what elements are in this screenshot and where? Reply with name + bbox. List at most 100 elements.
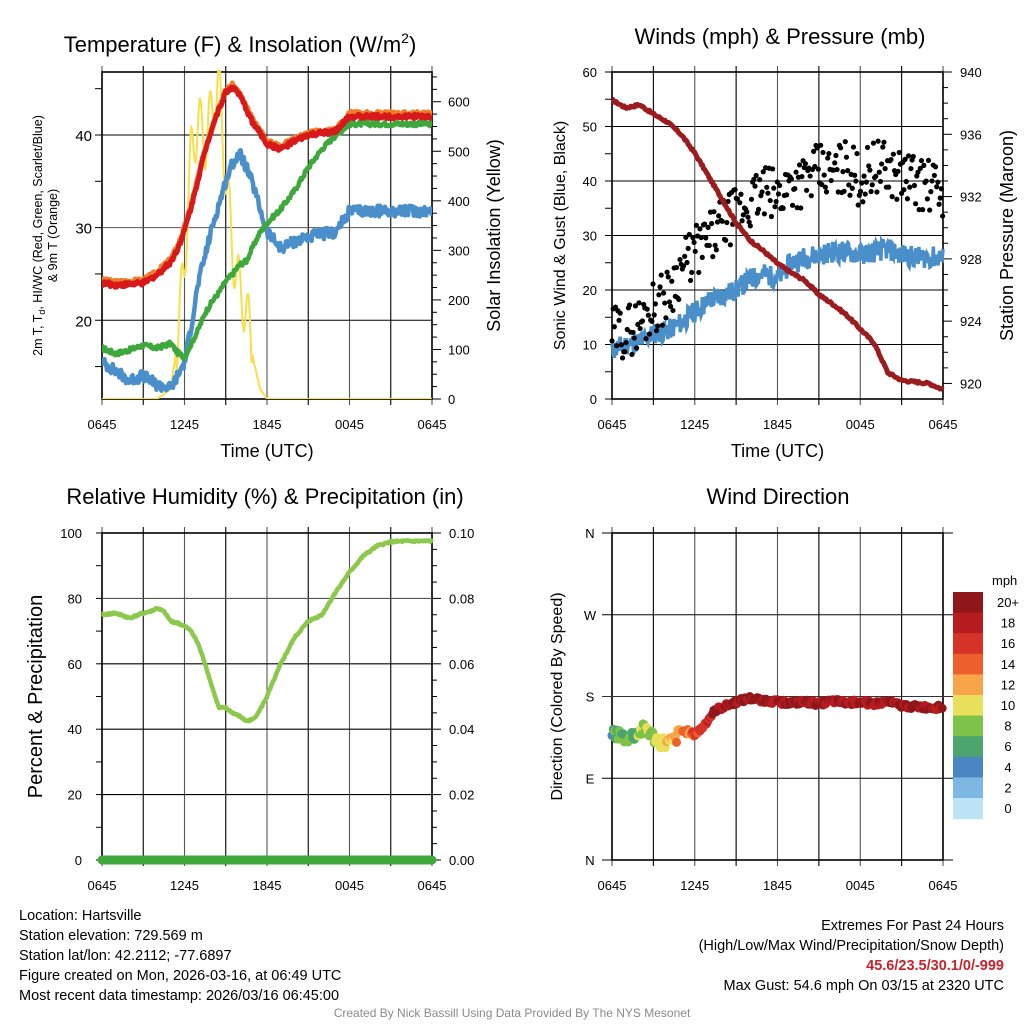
gust-point	[866, 163, 872, 169]
chart-wind-direction: Wind Direction 0645 1245 1845 0045 0645 N E S W N D…	[549, 484, 1019, 893]
gust-point	[935, 179, 941, 185]
y-tick-label: 100	[60, 526, 82, 541]
y-axis-label: Direction (Colored By Speed)	[549, 592, 566, 800]
gust-point	[673, 264, 680, 271]
gust-point	[693, 222, 700, 228]
gust-point	[691, 239, 697, 246]
latlon-text: Station lat/lon: 42.2112; -77.6897	[19, 948, 232, 964]
colorbar-title: mph	[992, 573, 1017, 588]
gust-point	[868, 188, 874, 195]
gust-point	[668, 303, 674, 309]
gust-point	[798, 205, 804, 211]
gust-point	[812, 163, 818, 170]
gust-point	[639, 318, 646, 324]
gust-point	[757, 177, 763, 183]
colorbar-label: 10	[1001, 698, 1015, 713]
gust-point	[793, 169, 799, 175]
gust-point	[768, 213, 775, 220]
gust-point	[767, 197, 773, 204]
y2-tick-label: 920	[960, 376, 982, 391]
y-tick-label: 0	[75, 853, 82, 868]
gust-point	[689, 269, 695, 276]
gust-point	[927, 207, 933, 213]
gust-point	[686, 231, 692, 238]
gust-point	[716, 213, 722, 219]
gust-point	[873, 173, 879, 179]
station-info: Location: Hartsville Station elevation: …	[19, 906, 341, 1006]
gust-point	[888, 156, 894, 163]
gust-point	[850, 144, 857, 150]
gust-point	[725, 198, 731, 205]
gust-point	[934, 184, 940, 190]
gust-point	[680, 263, 687, 269]
gust-point	[611, 324, 617, 330]
gust-point	[918, 157, 925, 164]
gust-point	[709, 220, 715, 227]
chart-title: Wind Direction	[706, 484, 849, 509]
colorbar-swatch	[953, 653, 983, 675]
gust-point	[629, 351, 635, 358]
x-tick-label: 0045	[846, 878, 875, 893]
gust-point	[804, 187, 810, 193]
gust-point	[649, 318, 655, 324]
gust-point	[665, 274, 671, 280]
y2-tick-label: 0.02	[449, 788, 474, 803]
gust-point	[618, 342, 624, 348]
gust-point	[820, 149, 826, 156]
gust-point	[753, 172, 759, 179]
gust-point	[823, 189, 830, 195]
series-line-2m-t	[102, 84, 432, 290]
gust-point	[920, 207, 926, 213]
gust-point	[826, 150, 832, 157]
chart-title: Winds (mph) & Pressure (mb)	[635, 24, 926, 49]
colorbar-swatch	[953, 633, 983, 655]
y2-tick-label: 0.00	[449, 853, 474, 868]
gust-point	[818, 142, 824, 148]
gust-point	[907, 184, 913, 190]
colorbar-swatch	[953, 756, 983, 778]
elevation-text: Station elevation: 729.569 m	[19, 928, 203, 944]
chart-title: Relative Humidity (%) & Precipitation (i…	[66, 484, 463, 509]
chart-winds: Winds (mph) & Pressure (mb) 0645 1245 1845 0…	[552, 24, 1017, 461]
y2-tick-label: 400	[448, 194, 470, 209]
gust-point	[807, 173, 813, 179]
gust-point	[684, 259, 690, 266]
gust-point	[784, 192, 790, 198]
gust-point	[917, 165, 923, 171]
series-line-relative-humidity	[100, 538, 434, 724]
colorbar-label: 14	[1001, 657, 1015, 672]
chart-title: Temperature (F) & Insolation (W/m2)	[64, 30, 417, 57]
y-label-part: 2m T, T	[31, 314, 45, 356]
colorbar-swatch	[953, 592, 983, 614]
colorbar-swatch	[953, 798, 983, 820]
y-tick-label: 40	[68, 722, 82, 737]
gust-point	[664, 269, 670, 275]
gust-point	[802, 161, 809, 167]
colorbar-swatch	[953, 612, 983, 634]
gust-point	[732, 187, 738, 193]
gust-point	[636, 300, 642, 306]
gust-point	[683, 234, 689, 240]
gust-point	[876, 169, 882, 175]
gust-point	[889, 194, 895, 200]
gust-point	[646, 331, 653, 337]
gust-point	[764, 184, 770, 190]
gust-point	[663, 315, 669, 321]
gust-point	[652, 301, 658, 307]
gust-point	[832, 160, 838, 166]
gust-point	[852, 172, 858, 178]
gust-point	[658, 272, 664, 278]
gust-point	[669, 278, 675, 284]
y-label-part: , HI/WC (Red, Green, Scarlet/Blue)	[31, 115, 45, 310]
y2-tick-label: 300	[448, 243, 470, 258]
chart-humidity: Relative Humidity (%) & Precipitation (i…	[25, 484, 474, 893]
gust-point	[734, 196, 741, 202]
colorbar-label: 4	[1004, 760, 1011, 775]
gust-point	[911, 182, 918, 189]
y-tick-label: 60	[68, 657, 82, 672]
wind-direction-point	[937, 703, 947, 713]
gust-point	[833, 152, 839, 159]
gust-point	[903, 178, 909, 185]
x-tick-label: 0645	[88, 417, 117, 432]
